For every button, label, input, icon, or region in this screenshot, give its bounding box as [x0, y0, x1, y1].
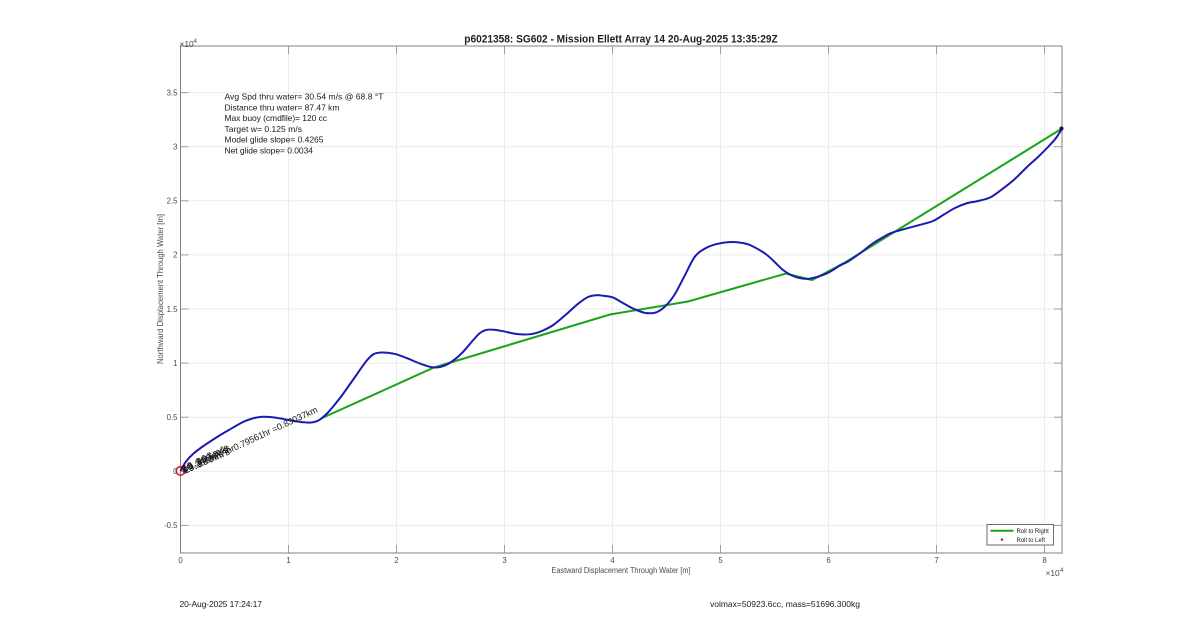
svg-text:volmax=50923.6cc, mass=51696.3: volmax=50923.6cc, mass=51696.300kg [710, 599, 860, 609]
svg-text:2: 2 [173, 251, 177, 260]
svg-text:Roll to Right: Roll to Right [1017, 529, 1050, 535]
svg-text:20-Aug-2025 17:24:17: 20-Aug-2025 17:24:17 [180, 599, 263, 609]
svg-text:×10: ×10 [180, 39, 195, 49]
svg-text:-0.5: -0.5 [164, 521, 178, 530]
svg-text:2.5: 2.5 [167, 197, 179, 206]
svg-text:3.5: 3.5 [167, 88, 179, 97]
svg-text:Distance thru water= 87.47 km: Distance thru water= 87.47 km [225, 102, 340, 112]
svg-text:×10: ×10 [1046, 568, 1061, 578]
svg-text:0.5: 0.5 [167, 413, 179, 422]
svg-text:4: 4 [610, 556, 615, 565]
svg-text:1: 1 [286, 556, 290, 565]
svg-text:7: 7 [934, 556, 938, 565]
svg-text:8: 8 [1042, 556, 1046, 565]
svg-text:3: 3 [502, 556, 506, 565]
svg-text:0: 0 [173, 467, 178, 476]
svg-text:3: 3 [173, 143, 177, 152]
svg-text:1.5: 1.5 [167, 305, 179, 314]
svg-text:Max buoy (cmdfile)= 120 cc: Max buoy (cmdfile)= 120 cc [225, 113, 328, 123]
svg-text:Avg Spd thru water= 30.54 m/s: Avg Spd thru water= 30.54 m/s @ 68.8 °T [225, 92, 384, 102]
svg-text:0: 0 [178, 556, 183, 565]
svg-text:1: 1 [173, 359, 177, 368]
svg-text:4: 4 [1060, 567, 1064, 574]
svg-text:Eastward Displacement Through: Eastward Displacement Through Water [m] [552, 566, 691, 575]
svg-text:6: 6 [826, 556, 830, 565]
svg-text:2: 2 [394, 556, 398, 565]
svg-text:Roll to Left: Roll to Left [1017, 538, 1046, 544]
svg-text:Model glide slope= 0.4265: Model glide slope= 0.4265 [225, 135, 324, 145]
svg-text:4: 4 [194, 38, 198, 45]
svg-text:Northward Displacement Through: Northward Displacement Through Water [m] [155, 214, 165, 364]
svg-text:Target w= 0.125 m/s: Target w= 0.125 m/s [225, 124, 303, 134]
svg-text:Net glide slope= 0.0034: Net glide slope= 0.0034 [225, 145, 314, 155]
svg-text:p6021358: SG602 - Mission Elle: p6021358: SG602 - Mission Ellett Array 1… [464, 34, 778, 46]
svg-text:5: 5 [718, 556, 723, 565]
